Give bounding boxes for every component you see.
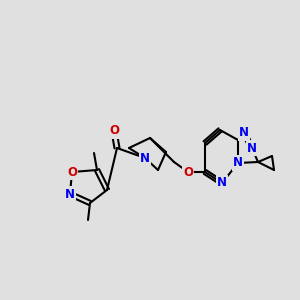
Text: O: O (109, 124, 119, 137)
Text: N: N (239, 127, 249, 140)
Text: N: N (140, 152, 150, 164)
Text: N: N (247, 142, 257, 154)
Text: N: N (65, 188, 75, 200)
Text: O: O (183, 166, 193, 178)
Text: N: N (217, 176, 227, 190)
Text: N: N (233, 157, 243, 169)
Text: O: O (67, 166, 77, 178)
